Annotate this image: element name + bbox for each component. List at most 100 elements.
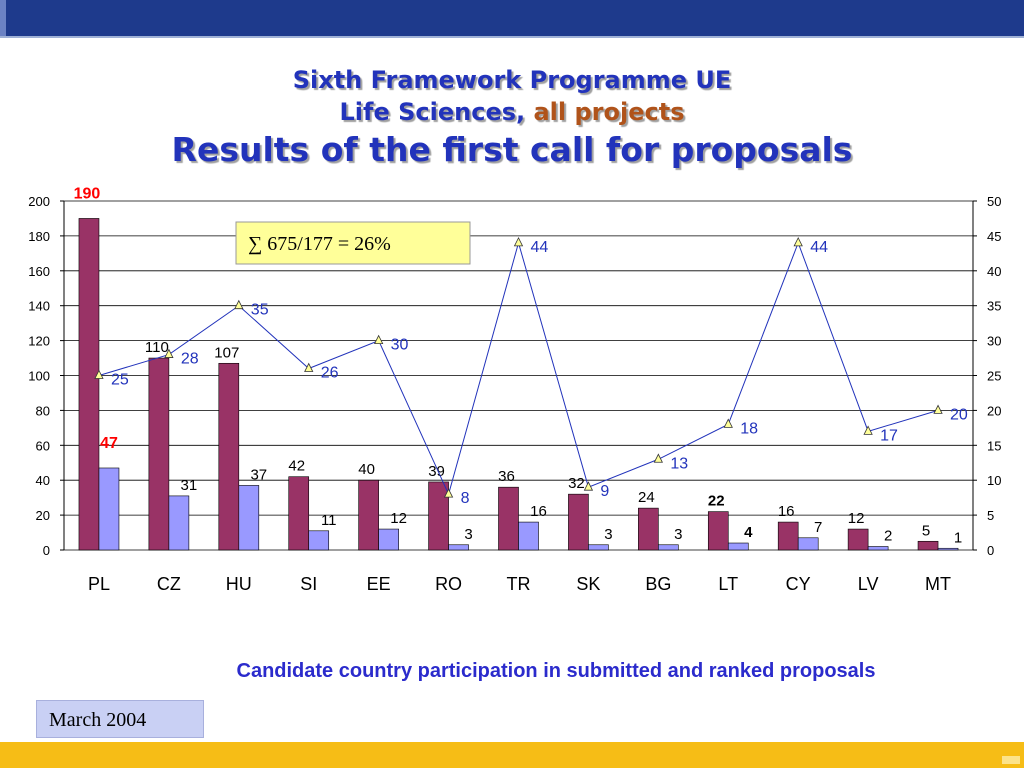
right-axis-tick-label: 10 bbox=[987, 473, 1001, 488]
submitted-bar-label: 24 bbox=[638, 489, 655, 506]
ranked-bar bbox=[378, 528, 399, 551]
line-point bbox=[863, 425, 873, 435]
ranked-bar bbox=[867, 546, 889, 551]
category-label: MT bbox=[925, 574, 951, 594]
category-label: CY bbox=[786, 574, 811, 594]
ranked-bar-label: 7 bbox=[814, 519, 822, 536]
ranked-bar bbox=[238, 485, 260, 551]
ranked-bar-label: 3 bbox=[604, 526, 612, 543]
left-axis-tick-label: 140 bbox=[28, 299, 50, 314]
slide-main-title: Results of the first call for proposals bbox=[171, 130, 853, 169]
submitted-bar bbox=[148, 357, 170, 551]
line-point bbox=[374, 334, 384, 345]
category-label: HU bbox=[226, 574, 252, 594]
line-point-label: 30 bbox=[391, 337, 409, 354]
submitted-bar bbox=[358, 479, 379, 551]
submitted-bar-label: 39 bbox=[428, 463, 445, 480]
submitted-bar-label: 40 bbox=[358, 461, 375, 478]
right-axis-tick-label: 40 bbox=[987, 264, 1001, 279]
submitted-bar-label: 36 bbox=[498, 468, 515, 485]
category-label: CZ bbox=[157, 574, 181, 594]
sum-annotation-box bbox=[235, 221, 471, 265]
left-axis-tick-label: 160 bbox=[28, 264, 50, 279]
right-axis-tick-label: 35 bbox=[987, 299, 1001, 314]
submitted-bar-label: 190 bbox=[74, 185, 101, 202]
line-point bbox=[94, 369, 104, 379]
category-label: SK bbox=[576, 574, 600, 594]
ranked-bar-label: 4 bbox=[744, 524, 753, 541]
right-axis-tick-label: 0 bbox=[987, 543, 994, 558]
left-axis-tick-label: 0 bbox=[43, 543, 50, 558]
right-axis-tick-label: 30 bbox=[987, 334, 1001, 349]
ranked-bar bbox=[937, 547, 959, 551]
submitted-bar bbox=[707, 511, 729, 551]
ranked-bar-label: 11 bbox=[321, 512, 337, 529]
line-point bbox=[653, 453, 663, 463]
right-axis-tick-label: 50 bbox=[987, 194, 1001, 209]
ranked-bar-label: 37 bbox=[250, 466, 267, 483]
submitted-bar bbox=[847, 528, 869, 551]
line-point bbox=[933, 404, 943, 414]
left-axis-tick-label: 120 bbox=[28, 334, 50, 349]
submitted-bar bbox=[218, 362, 240, 551]
line-point-label: 26 bbox=[321, 365, 339, 382]
submitted-bar-label: 107 bbox=[214, 344, 239, 361]
line-point bbox=[793, 236, 803, 247]
bottom-banner bbox=[0, 742, 1024, 768]
date-label: March 2004 bbox=[36, 700, 204, 738]
ranked-bar bbox=[168, 495, 190, 551]
ranked-bar bbox=[588, 544, 609, 551]
submitted-bar-label: 42 bbox=[288, 458, 305, 475]
right-axis-tick-label: 45 bbox=[987, 229, 1001, 244]
submitted-bar-label: 110 bbox=[145, 339, 169, 356]
bottom-banner-mark bbox=[1002, 756, 1020, 764]
category-label: LT bbox=[718, 574, 738, 594]
category-label: EE bbox=[367, 574, 391, 594]
right-axis-tick-label: 15 bbox=[987, 438, 1001, 453]
line-point bbox=[443, 488, 454, 498]
ranked-bar-label: 1 bbox=[954, 529, 962, 546]
line-point-label: 35 bbox=[251, 302, 269, 319]
line-point-label: 44 bbox=[531, 239, 549, 256]
ranked-bar bbox=[308, 530, 330, 551]
top-banner-accent bbox=[0, 0, 6, 36]
sum-annotation-text: ∑ 675/177 = 26% bbox=[248, 233, 391, 255]
ranked-bar-label: 31 bbox=[181, 477, 198, 494]
ranked-bar-label: 16 bbox=[530, 503, 547, 520]
submitted-bar-label: 32 bbox=[568, 475, 585, 492]
ranked-bar bbox=[448, 544, 469, 551]
submitted-bar-label: 12 bbox=[848, 510, 865, 527]
submitted-bar-label: 16 bbox=[778, 503, 795, 520]
category-label: RO bbox=[435, 574, 462, 594]
line-point bbox=[583, 481, 594, 491]
submitted-bar bbox=[78, 218, 100, 551]
submitted-bar-label: 5 bbox=[922, 522, 930, 539]
line-point bbox=[164, 348, 174, 358]
ranked-bar-label: 47 bbox=[100, 435, 118, 452]
submitted-bar bbox=[917, 540, 939, 551]
title-block: Sixth Framework Programme UE Life Scienc… bbox=[0, 64, 1024, 172]
line-point-label: 8 bbox=[461, 490, 470, 507]
line-point bbox=[513, 236, 524, 247]
line-point bbox=[304, 362, 314, 372]
line-point-label: 28 bbox=[181, 351, 199, 368]
ranked-bar-label: 3 bbox=[464, 526, 472, 543]
slide-title-line2: Life Sciences, all projects bbox=[0, 96, 1024, 128]
left-axis-tick-label: 200 bbox=[28, 194, 50, 209]
submitted-bar bbox=[568, 493, 589, 551]
ranked-bar-label: 2 bbox=[884, 528, 892, 545]
top-banner bbox=[0, 0, 1024, 38]
ranked-bar-label: 12 bbox=[390, 510, 407, 527]
submitted-bar-label: 22 bbox=[708, 493, 725, 510]
left-axis-tick-label: 180 bbox=[28, 229, 50, 244]
line-point-label: 17 bbox=[880, 427, 898, 444]
left-axis-tick-label: 40 bbox=[36, 473, 50, 488]
category-label: TR bbox=[507, 574, 531, 594]
category-label: LV bbox=[858, 574, 879, 594]
line-point-label: 25 bbox=[111, 372, 129, 389]
right-axis-tick-label: 20 bbox=[987, 403, 1001, 418]
left-axis-tick-label: 20 bbox=[36, 508, 50, 523]
left-axis-tick-label: 100 bbox=[28, 369, 50, 384]
right-axis-tick-label: 5 bbox=[987, 508, 994, 523]
ranked-bar bbox=[658, 544, 679, 551]
